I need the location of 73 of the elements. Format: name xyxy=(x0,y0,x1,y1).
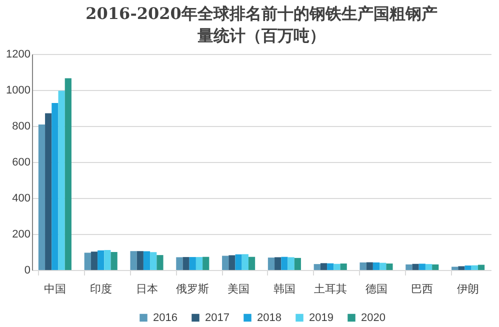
y-tick-label: 1000 xyxy=(6,84,30,96)
bar xyxy=(464,266,472,270)
bar xyxy=(471,265,478,270)
bar xyxy=(228,255,236,270)
bar xyxy=(320,263,328,270)
x-tick-label: 中国 xyxy=(44,282,66,296)
legend-label: 2018 xyxy=(257,312,282,324)
y-tick-label: 1200 xyxy=(6,48,30,60)
bar xyxy=(90,252,98,270)
legend-label: 2020 xyxy=(361,312,386,324)
bar xyxy=(182,257,190,270)
bar xyxy=(458,266,465,270)
bar xyxy=(98,250,104,270)
bar xyxy=(104,250,111,270)
bar xyxy=(314,264,320,270)
bar xyxy=(268,258,275,270)
bar xyxy=(380,262,386,270)
x-tick-label: 德国 xyxy=(365,282,388,296)
bar xyxy=(64,78,72,270)
bar xyxy=(274,257,282,270)
legend-label: 2019 xyxy=(309,312,334,324)
x-tick-label: 伊朗 xyxy=(457,282,480,296)
x-tick-label: 巴西 xyxy=(411,282,434,296)
y-tick-label: 0 xyxy=(24,264,30,276)
bar xyxy=(235,254,242,270)
y-tick-label: 600 xyxy=(12,156,30,168)
bar xyxy=(110,252,118,270)
x-tick-label: 韩国 xyxy=(273,282,296,296)
bar xyxy=(327,263,334,270)
bar xyxy=(58,90,65,270)
bar xyxy=(248,256,256,270)
x-tick-label: 土耳其 xyxy=(314,282,347,296)
legend-label: 2017 xyxy=(205,312,230,324)
bar xyxy=(366,262,373,270)
bar xyxy=(156,255,164,270)
bar xyxy=(406,264,412,270)
legend-label: 2016 xyxy=(153,312,178,324)
x-tick-label: 美国 xyxy=(228,282,250,296)
bar xyxy=(176,257,183,270)
y-tick-label: 400 xyxy=(12,192,30,204)
bar xyxy=(130,251,137,270)
bar xyxy=(38,124,46,270)
bar xyxy=(196,257,203,270)
x-tick-label: 日本 xyxy=(136,282,158,296)
bar xyxy=(478,264,485,270)
bar xyxy=(150,252,157,270)
bar xyxy=(189,257,196,270)
bar xyxy=(281,256,288,270)
bar xyxy=(334,264,340,270)
bar xyxy=(84,252,91,270)
bar xyxy=(360,262,366,270)
bar xyxy=(45,113,52,270)
bar xyxy=(418,264,426,270)
bar xyxy=(202,256,210,270)
y-tick-label: 200 xyxy=(12,228,30,240)
bar xyxy=(340,264,347,270)
x-tick-label: 印度 xyxy=(90,282,112,296)
bar xyxy=(412,264,419,270)
bar xyxy=(452,266,458,270)
y-tick-label: 800 xyxy=(12,120,30,132)
bar xyxy=(222,256,229,270)
bar xyxy=(136,251,144,270)
bar xyxy=(52,102,58,270)
bar xyxy=(425,264,432,270)
x-tick-label: 俄罗斯 xyxy=(176,282,210,296)
bar xyxy=(432,264,439,270)
chart-title: 2016-2020年全球排名前十的钢铁生产国粗钢产量统计（百万吨） xyxy=(86,4,438,45)
bar xyxy=(288,257,294,270)
bar xyxy=(372,262,380,270)
bar xyxy=(242,254,248,270)
bar xyxy=(386,264,393,270)
bar xyxy=(143,251,150,270)
bar xyxy=(294,258,301,270)
